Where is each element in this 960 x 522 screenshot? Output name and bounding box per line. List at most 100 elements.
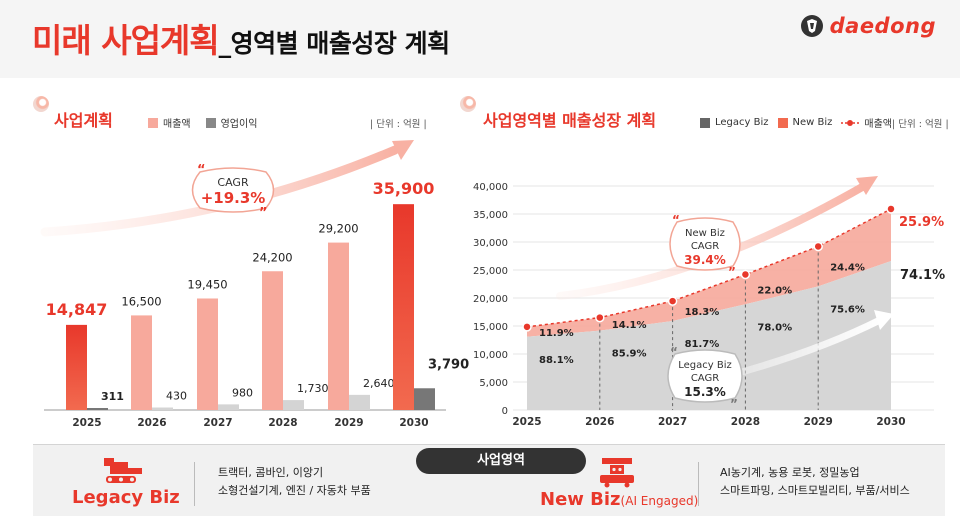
sales-total-point (813, 241, 823, 252)
page-title: 미래 사업계획_영역별 매출성장 계획 (32, 14, 450, 62)
y-tick-label: 15,000 (473, 322, 508, 333)
y-tick-label: 5,000 (479, 378, 508, 389)
new-biz-name-main: New Biz (540, 489, 621, 510)
sales-total-line (526, 208, 892, 328)
legacy-desc-line2: 소형건설기계, 엔진 / 자동차 부품 (218, 484, 371, 497)
svg-text:“: “ (672, 213, 680, 227)
cagr-legacy-line2: CAGR (691, 373, 719, 384)
y-tick-label: 30,000 (473, 238, 508, 249)
legend-new-swatch (777, 117, 788, 128)
legacy-biz-desc: 트랙터, 콤바인, 이앙기 소형건설기계, 엔진 / 자동차 부품 (218, 464, 371, 500)
brand-name: daedong (829, 14, 936, 38)
legacy-biz-share-label: 85.9% (612, 349, 647, 360)
x-tick-label: 2026 (137, 417, 166, 429)
legacy-biz-share-label: 81.7% (685, 339, 720, 350)
x-tick-label: 2026 (585, 416, 614, 428)
sales-value-label: 35,900 (373, 179, 435, 198)
header-band: 미래 사업계획_영역별 매출성장 계획 daedong (0, 0, 960, 78)
growth-arrowhead-left (392, 140, 414, 160)
sales-value-label: 29,200 (318, 222, 358, 236)
sales-bar (197, 298, 218, 410)
right-unit: | 단위 : 억원 | (892, 119, 949, 130)
y-tick-label: 25,000 (473, 266, 508, 277)
sales-bar (328, 242, 349, 410)
x-tick-label: 2027 (203, 417, 232, 429)
x-tick-label: 2025 (512, 416, 541, 428)
cagr-callout-legacy: “ ” Legacy Biz CAGR 15.3% (667, 345, 743, 411)
cagr-value-left: +19.3% (201, 189, 266, 207)
sales-value-label: 14,847 (46, 300, 108, 319)
new-biz-share-label: 25.9% (899, 215, 944, 230)
x-tick-label: 2028 (731, 416, 760, 428)
legend-sales-line-label: 매출액 (864, 119, 893, 130)
legend-legacy-label: Legacy Biz (715, 117, 769, 128)
x-tick-label: 2030 (399, 417, 428, 429)
x-tick-label: 2028 (268, 417, 297, 429)
profit-value-label: 1,730 (297, 382, 329, 395)
new-biz-desc: AI농기계, 농용 로봇, 정밀농업 스마트파밍, 스마트모빌리티, 부품/서비… (720, 464, 910, 500)
legacy-separator (194, 462, 195, 506)
sales-value-label: 16,500 (121, 294, 161, 308)
y-tick-label: 40,000 (473, 182, 508, 193)
combine-harvester-icon (104, 458, 142, 483)
legend-sales-line-icon (841, 119, 860, 126)
sales-total-point (595, 312, 605, 323)
y-tick-label: 35,000 (473, 210, 508, 221)
legend-profit-label: 영업이익 (220, 119, 258, 130)
legacy-biz-share-label: 74.1% (900, 268, 945, 283)
cagr-callout-left: “ ” CAGR +19.3% (191, 163, 275, 221)
x-tick-label: 2027 (658, 416, 687, 428)
profit-bar (87, 408, 108, 410)
sales-value-label: 24,200 (252, 250, 292, 264)
y-tick-label: 20,000 (473, 294, 508, 305)
sales-bar (131, 315, 152, 410)
x-tick-label: 2029 (804, 416, 833, 428)
left-unit: | 단위 : 억원 | (370, 119, 427, 130)
legacy-biz-share-label: 75.6% (830, 304, 865, 315)
svg-text:”: ” (728, 265, 736, 279)
svg-text:”: ” (259, 206, 268, 221)
profit-bar (218, 404, 239, 410)
sales-bar (66, 324, 87, 410)
legend-sales-swatch (148, 117, 158, 128)
page-title-main: 미래 사업계획 (32, 21, 220, 60)
new-biz-share-label: 22.0% (757, 285, 792, 296)
x-tick-label: 2029 (334, 417, 363, 429)
profit-bar (283, 400, 304, 410)
cagr-new-value: 39.4% (684, 253, 726, 267)
svg-text:“: “ (197, 163, 206, 178)
legend-new-label: New Biz (792, 117, 833, 128)
profit-bar (349, 394, 370, 410)
cagr-new-line1: New Biz (685, 228, 725, 239)
svg-text:“: “ (670, 345, 678, 359)
left-legend: 매출액 영업이익 (148, 115, 257, 130)
ai-robot-machine-icon (600, 458, 634, 488)
legend-profit-swatch (205, 117, 216, 128)
new-biz-share-label: 14.1% (612, 320, 647, 331)
growth-arrowhead-new (856, 176, 878, 195)
growth-arrowhead-legacy (874, 310, 894, 330)
new-biz-name: New Biz(AI Engaged) (540, 489, 698, 510)
new-biz-share-label: 24.4% (830, 262, 865, 273)
cagr-legacy-value: 15.3% (684, 385, 726, 399)
left-panel-title: 사업계획 (54, 111, 113, 130)
legacy-biz-share-label: 88.1% (539, 355, 574, 366)
sales-total-point (886, 204, 896, 214)
business-area-pill: 사업영역 (416, 448, 586, 474)
sales-total-point (740, 269, 751, 280)
sales-total-point (522, 322, 532, 332)
profit-value-label: 2,640 (363, 377, 395, 390)
profit-value-label: 980 (232, 386, 253, 399)
sales-bar (393, 204, 414, 410)
profit-value-label: 3,790 (428, 357, 469, 372)
profit-value-label: 430 (166, 390, 187, 403)
legacy-biz-area (527, 261, 891, 410)
legacy-biz-name: Legacy Biz (72, 487, 180, 508)
new-desc-line1: AI농기계, 농용 로봇, 정밀농업 (720, 466, 860, 479)
new-desc-line2: 스마트파밍, 스마트모빌리티, 부품/서비스 (720, 484, 910, 497)
legend-sales-label: 매출액 (163, 119, 191, 130)
sales-bar (262, 271, 283, 410)
